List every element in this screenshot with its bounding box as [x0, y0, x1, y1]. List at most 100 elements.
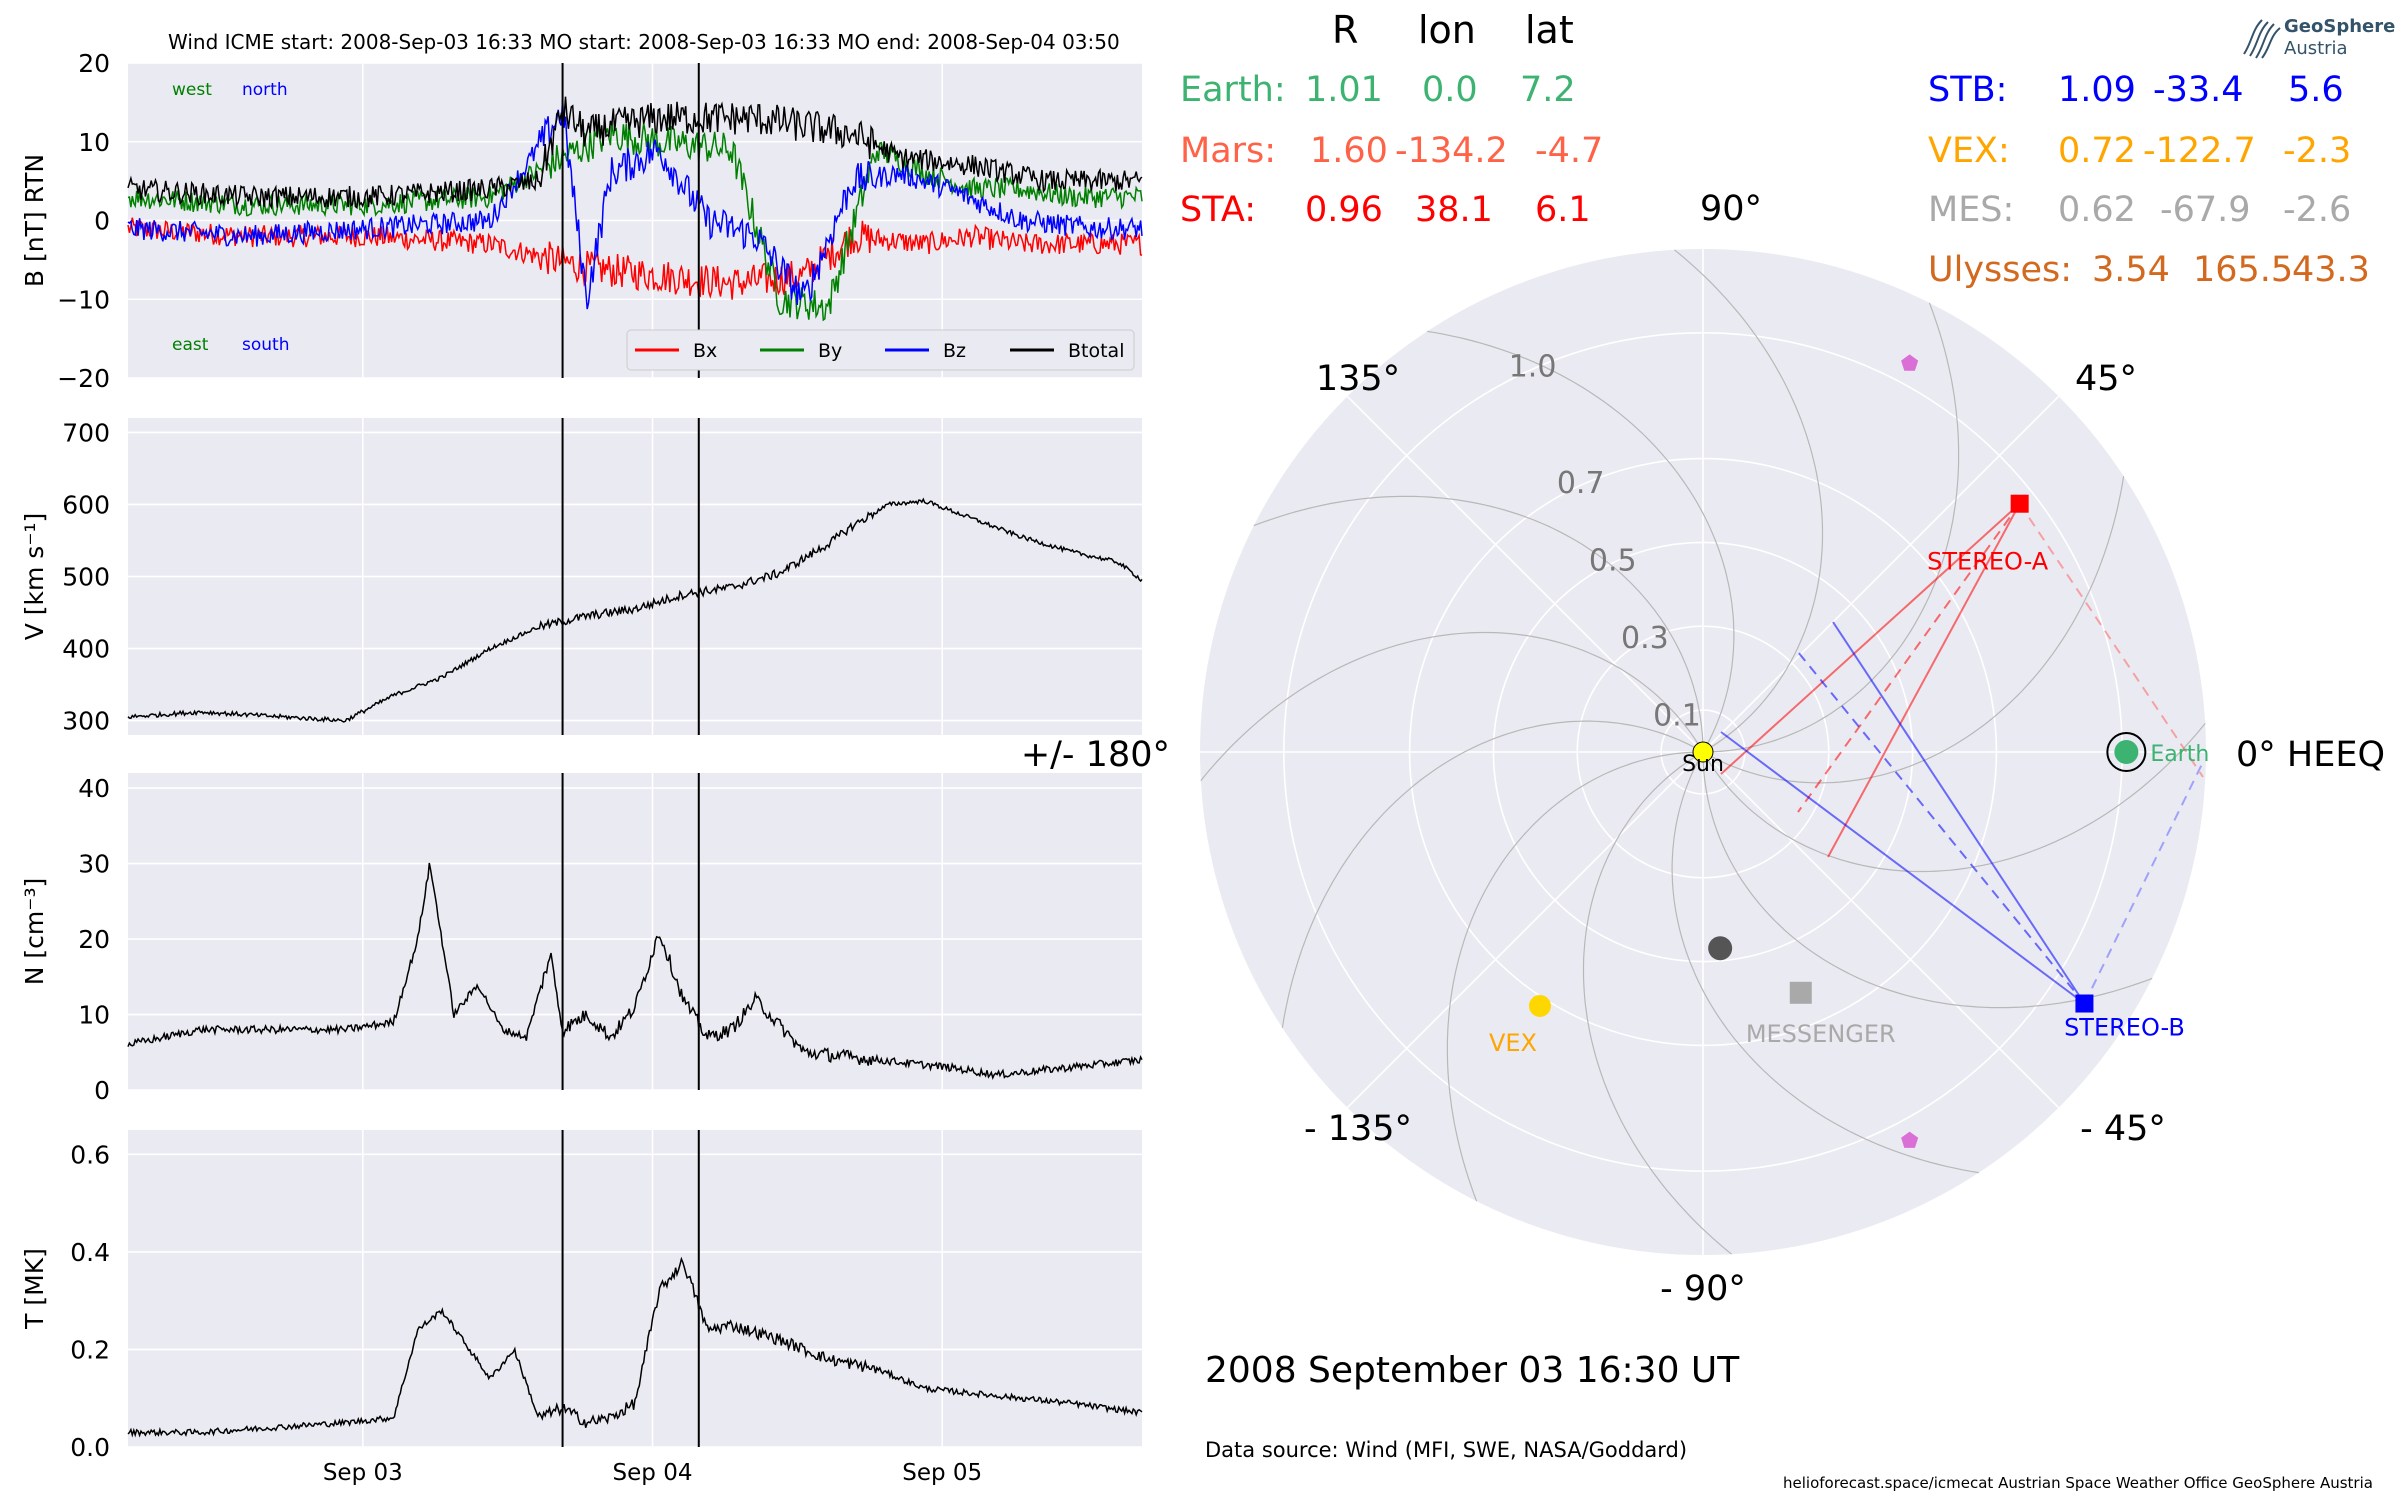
parker-spiral [1671, 751, 1979, 1174]
earth-marker [2114, 740, 2139, 764]
panel-density: 40 30 20 10 0 N [cm⁻³] [20, 773, 1143, 1105]
panel-temperature: 0.6 0.4 0.2 0.0 T [MK] Sep 03 Sep 04 Sep 05 [20, 1130, 1143, 1486]
legend-label-Btotal: Btotal [1068, 340, 1124, 362]
sun-label: Sun [1682, 752, 1724, 777]
messenger-label: MESSENGER [1746, 1020, 1896, 1048]
y-tick-label: 10 [78, 128, 110, 157]
series-line-Btotal [127, 96, 1143, 210]
y-tick-label: 300 [62, 707, 110, 736]
stereo-b-fov-line [1797, 651, 2086, 1005]
series-line-Bz [127, 99, 1143, 310]
panel-speed: 700 600 500 400 300 V [km s⁻¹] [20, 418, 1143, 736]
spacecraft-pentagon-marker [1901, 1131, 1919, 1148]
parker-spiral [1427, 330, 1735, 753]
polar-ring [1492, 541, 1914, 963]
angle-label: - 90° [1660, 1269, 1746, 1309]
direction-label-west: west [172, 80, 212, 100]
stb-label: STB: [1928, 70, 2008, 110]
parker-spiral [1200, 631, 1704, 781]
parker-spiral [1281, 720, 1704, 1028]
stereo-b-fov-line [1720, 731, 2086, 1005]
y-tick-label: 0.0 [70, 1433, 110, 1462]
data-source: Data source: Wind (MFI, SWE, NASA/Goddar… [1205, 1438, 1688, 1462]
y-tick-label: 20 [78, 925, 110, 954]
series-line-By [127, 121, 1143, 322]
sta-label: STA: [1180, 190, 1256, 230]
y-tick-label: 40 [78, 774, 110, 803]
legend-label-Bz: Bz [943, 340, 966, 362]
y-tick-label: 30 [78, 850, 110, 879]
sta-lon: 38.1 [1415, 190, 1493, 230]
vex-lon: -122.7 [2143, 131, 2256, 171]
stereo-a-marker [2010, 494, 2029, 513]
radial-label: 1.0 [1509, 350, 1557, 385]
sta-R: 0.96 [1305, 190, 1383, 230]
y-tick-label: −10 [57, 285, 110, 314]
stereo-b-fov-line [1832, 621, 2086, 1005]
earth-R: 1.01 [1305, 70, 1383, 110]
parker-spiral [1446, 751, 1704, 1202]
parker-spiral [1702, 302, 1960, 753]
ulysses-R: 3.54 [2092, 250, 2170, 290]
mercury-marker [1708, 936, 1733, 961]
y-tick-label: 400 [62, 635, 110, 664]
y-axis-label: V [km s⁻¹] [20, 513, 49, 641]
radial-label: 0.5 [1589, 543, 1637, 578]
mes-lat: -2.6 [2283, 190, 2352, 230]
earth-plot-label: Earth [2150, 742, 2209, 767]
legend-label-Bx: Bx [693, 340, 717, 362]
radial-label: 0.3 [1621, 621, 1669, 656]
angle-label: 0° HEEQ [2236, 735, 2385, 775]
legend: Bx By Bz Btotal [626, 329, 1135, 371]
stereo-a-fov-line [1720, 502, 2021, 775]
messenger-marker [1789, 981, 1812, 1004]
y-axis-label: T [MK] [20, 1248, 49, 1330]
earth-lat: 7.2 [1520, 70, 1576, 110]
y-tick-label: 0.2 [70, 1335, 110, 1364]
angle-label: 135° [1316, 359, 1400, 399]
header-R: R [1332, 8, 1359, 52]
legend-label-By: By [818, 340, 842, 362]
y-tick-label: −20 [57, 364, 110, 393]
radial-label: 0.7 [1557, 466, 1605, 501]
stereo-b-label: STEREO-B [2064, 1014, 2185, 1042]
panel-background [128, 773, 1142, 1090]
logo-text-2: Austria [2284, 38, 2348, 59]
header-lat: lat [1525, 8, 1574, 52]
y-tick-label: 500 [62, 563, 110, 592]
stereo-a-fov-line [2018, 503, 2204, 778]
sun-marker [1692, 741, 1714, 763]
plot-date: 2008 September 03 16:30 UT [1205, 1350, 1740, 1391]
y-tick-label: 0.6 [70, 1140, 110, 1169]
stereo-b-fov-line [2083, 761, 2204, 1004]
y-tick-label: 20 [78, 49, 110, 78]
legend-box [626, 329, 1135, 371]
parker-spiral [1674, 249, 1824, 753]
stereo-b-marker [2075, 994, 2094, 1013]
mars-lon: -134.2 [1395, 131, 1508, 171]
direction-label-east: east [172, 335, 209, 355]
vex-label: VEX: [1928, 131, 2010, 171]
parker-spiral [1702, 751, 2153, 1009]
sta-lat: 6.1 [1535, 190, 1591, 230]
angle-label: +/- 180° [1021, 735, 1170, 775]
mes-lon: -67.9 [2160, 190, 2251, 230]
panel-magnetic-field: 20 10 0 −10 −20 B [nT] RTN west north east south B… [20, 49, 1143, 393]
series-line-T [127, 1256, 1143, 1438]
parker-spiral [1702, 476, 2125, 784]
credit-line: helioforecast.space/icmecat Austrian Spa… [1783, 1474, 2373, 1492]
polar-ring [1576, 625, 1830, 879]
mars-label: Mars: [1180, 131, 1277, 171]
series-line-Bx [127, 217, 1143, 300]
vex-marker [1528, 994, 1551, 1017]
parker-spiral [1582, 751, 1732, 1255]
panel-background [128, 1130, 1142, 1447]
y-axis-label: B [nT] RTN [20, 154, 49, 287]
spacecraft-pentagon-marker [1901, 354, 1919, 371]
earth-ring [2106, 732, 2147, 772]
plot-title: Wind ICME start: 2008-Sep-03 16:33 MO st… [168, 30, 1120, 54]
mars-lat: -4.7 [1535, 131, 1604, 171]
angle-label: 90° [1700, 189, 1762, 229]
